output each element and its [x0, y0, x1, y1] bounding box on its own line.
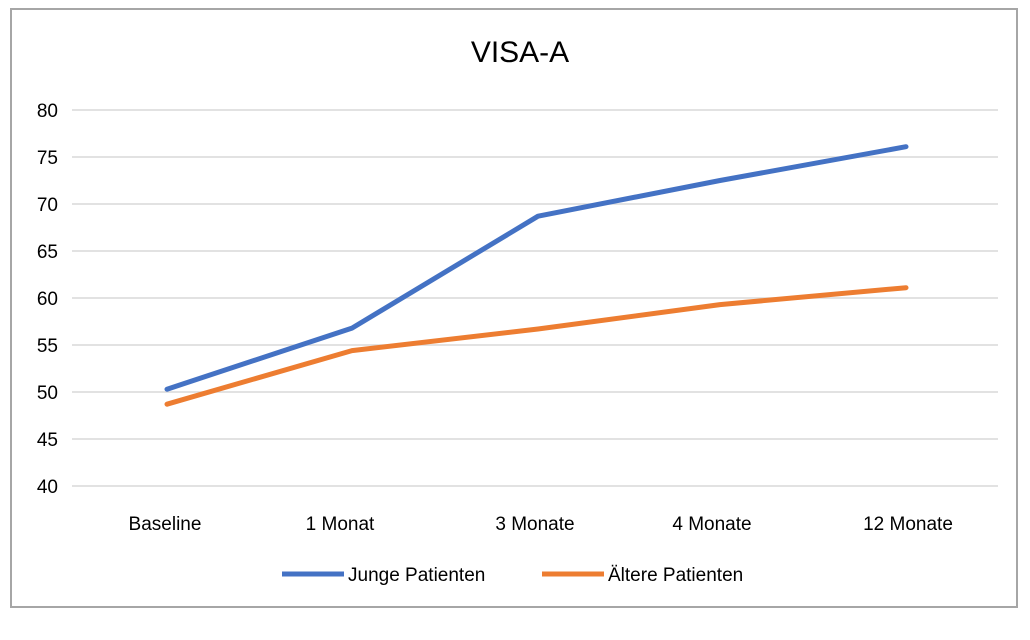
y-tick-label: 45: [37, 430, 58, 451]
x-tick-label: 12 Monate: [863, 514, 953, 535]
series-line-0: [164, 144, 909, 392]
y-tick-label: 80: [37, 101, 58, 122]
series-lines: [164, 144, 909, 407]
gridlines: [72, 109, 998, 487]
y-tick-label: 65: [37, 242, 58, 263]
y-tick-label: 55: [37, 336, 58, 357]
legend-label: Ältere Patienten: [608, 565, 743, 586]
x-tick-label: 1 Monat: [306, 514, 375, 535]
x-tick-label: Baseline: [129, 514, 202, 535]
chart-title: VISA-A: [471, 36, 569, 69]
y-tick-label: 40: [37, 477, 58, 498]
x-tick-label: 4 Monate: [672, 514, 751, 535]
y-tick-label: 60: [37, 289, 58, 310]
series-line-1: [164, 285, 909, 407]
x-axis-tick-labels: Baseline 1 Monat 3 Monate 4 Monate 12 Monate: [129, 514, 953, 535]
y-tick-label: 70: [37, 195, 58, 216]
legend: Junge Patienten Ältere Patienten: [282, 565, 743, 586]
y-axis-tick-labels: 40 45 50 55 60 65 70 75 80: [37, 101, 58, 498]
y-tick-label: 50: [37, 383, 58, 404]
chart-frame: [10, 8, 1018, 608]
legend-label: Junge Patienten: [348, 565, 485, 586]
y-tick-label: 75: [37, 148, 58, 169]
x-tick-label: 3 Monate: [495, 514, 574, 535]
